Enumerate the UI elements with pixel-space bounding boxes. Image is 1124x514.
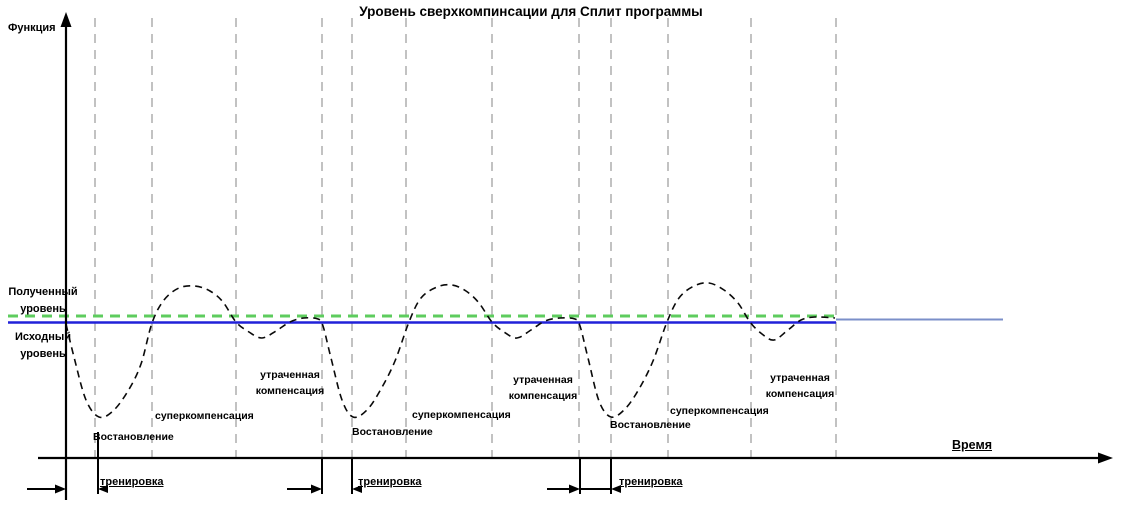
received-level-line2: уровень	[20, 303, 66, 315]
y-axis-arrowhead	[60, 12, 72, 27]
y-axis-label: Функция	[8, 22, 56, 34]
training-label-3: тренировка	[619, 476, 683, 488]
recovery-label-1: Востановление	[93, 431, 174, 443]
lost-compensation-label-3: утраченная компенсация	[740, 371, 860, 402]
initial-level-line1: Исходный	[14, 331, 72, 343]
training-label-2: тренировка	[358, 476, 422, 488]
chart-title: Уровень сверхкомпинсации для Сплит прогр…	[359, 4, 703, 19]
x-axis-arrowhead	[1098, 452, 1113, 464]
lost-compensation-line2: компенсация	[765, 387, 835, 400]
recovery-label-3: Востановление	[610, 419, 691, 431]
lost-compensation-label-2: утраченная компенсация	[483, 373, 603, 404]
function-level-curve	[65, 282, 836, 419]
training-arrowhead-right-2	[311, 484, 322, 494]
supercompensation-label-3: суперкомпенсация	[670, 405, 769, 417]
training-arrowhead-left-2	[352, 485, 362, 493]
received-level-line1: Полученный	[8, 286, 78, 298]
lost-compensation-line1: утраченная	[770, 372, 830, 384]
received-level-label: Полученный уровень	[0, 284, 86, 318]
training-arrowhead-left-3	[611, 485, 621, 493]
initial-level-line2: уровень	[20, 348, 66, 360]
lost-compensation-line1: утраченная	[260, 369, 320, 381]
recovery-label-2: Востановление	[352, 426, 433, 438]
training-arrowhead-left-1	[98, 485, 108, 493]
x-axis-label: Время	[952, 438, 992, 452]
training-label-1: тренировка	[100, 476, 164, 488]
lost-compensation-line1: утраченная	[513, 374, 573, 386]
lost-compensation-line2: компенсация	[508, 389, 578, 402]
supercompensation-label-1: суперкомпенсация	[155, 410, 254, 422]
lost-compensation-label-1: утраченная компенсация	[230, 368, 350, 399]
supercompensation-label-2: суперкомпенсация	[412, 409, 511, 421]
training-arrowhead-right-3	[569, 484, 580, 494]
lost-compensation-line2: компенсация	[255, 384, 325, 397]
training-arrowhead-right-1	[55, 484, 66, 494]
initial-level-label: Исходный уровень	[0, 329, 86, 363]
